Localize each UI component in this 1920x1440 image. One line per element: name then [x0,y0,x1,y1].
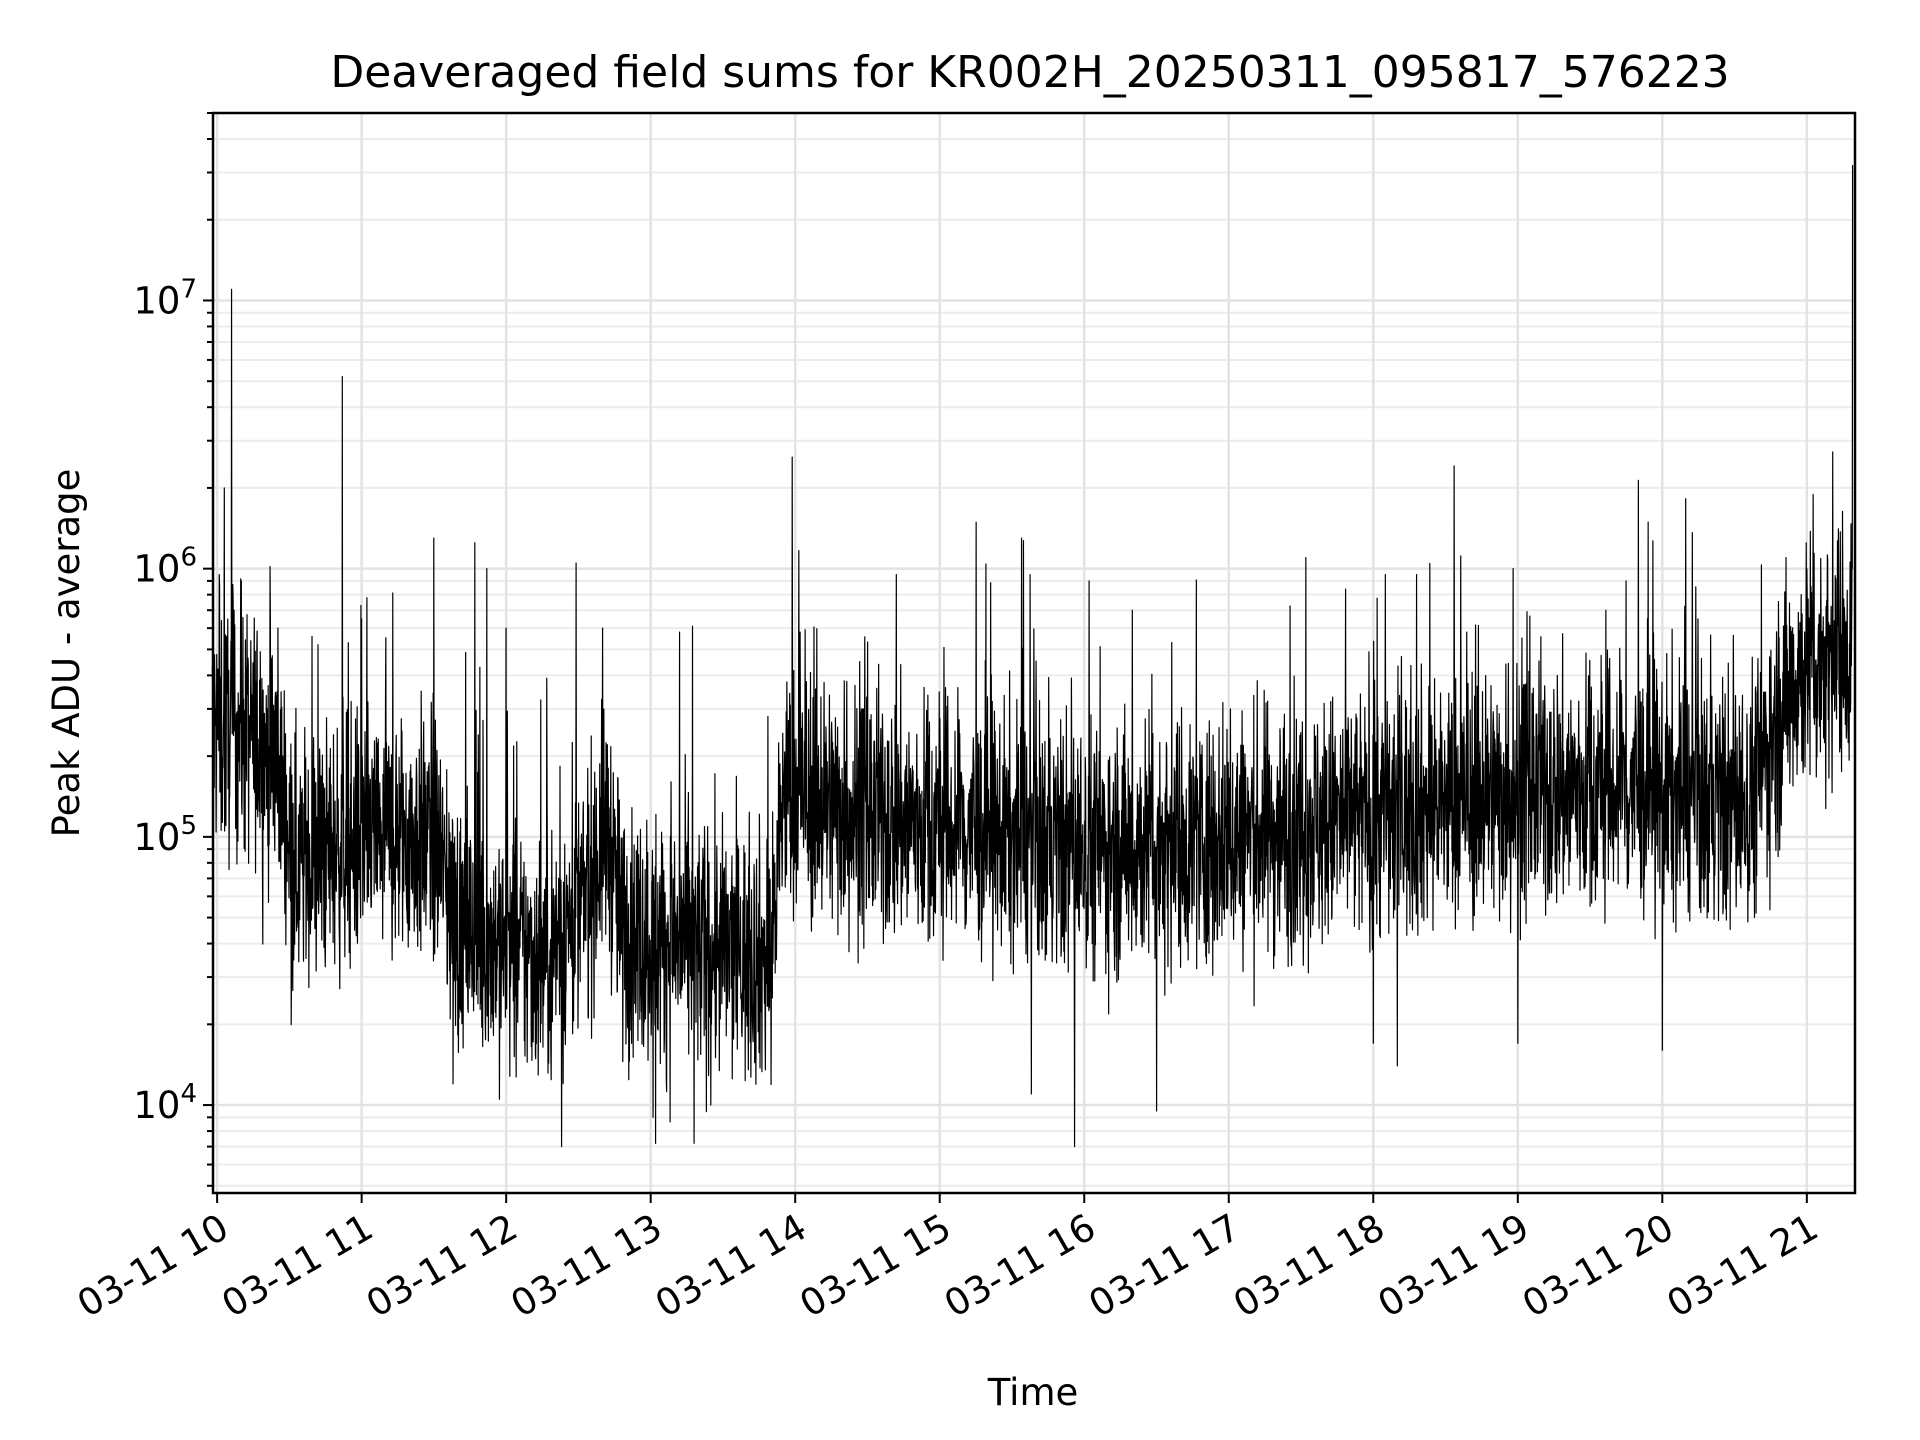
series-line [211,164,1854,1148]
x-tick-label: 03-11 12 [359,1206,525,1326]
series-layer [211,164,1854,1148]
x-tick-label: 03-11 16 [937,1206,1103,1326]
y-tick-label: 105 [133,811,197,859]
x-tick-label: 03-11 17 [1082,1206,1248,1326]
y-axis: 104 105 106 107 [133,112,213,1187]
y-tick-label: 106 [133,543,197,591]
x-tick-label: 03-11 13 [504,1206,670,1326]
chart-title: Deaveraged field sums for KR002H_2025031… [330,47,1729,98]
y-tick-label: 104 [133,1079,197,1127]
plot-frame [211,111,1857,1195]
x-tick-label: 03-11 21 [1660,1206,1826,1326]
y-tick-label: 107 [133,274,197,322]
x-tick-label: 03-11 11 [215,1206,381,1326]
x-tick-label: 03-11 15 [793,1206,959,1326]
x-tick-label: 03-11 10 [70,1206,236,1326]
x-tick-label: 03-11 18 [1226,1206,1392,1326]
x-axis-label: Time [987,1371,1079,1414]
y-axis-label: Peak ADU - average [45,469,88,838]
x-tick-label: 03-11 20 [1515,1206,1681,1326]
x-tick-label: 03-11 19 [1371,1206,1537,1326]
x-tick-label: 03-11 14 [648,1206,814,1326]
